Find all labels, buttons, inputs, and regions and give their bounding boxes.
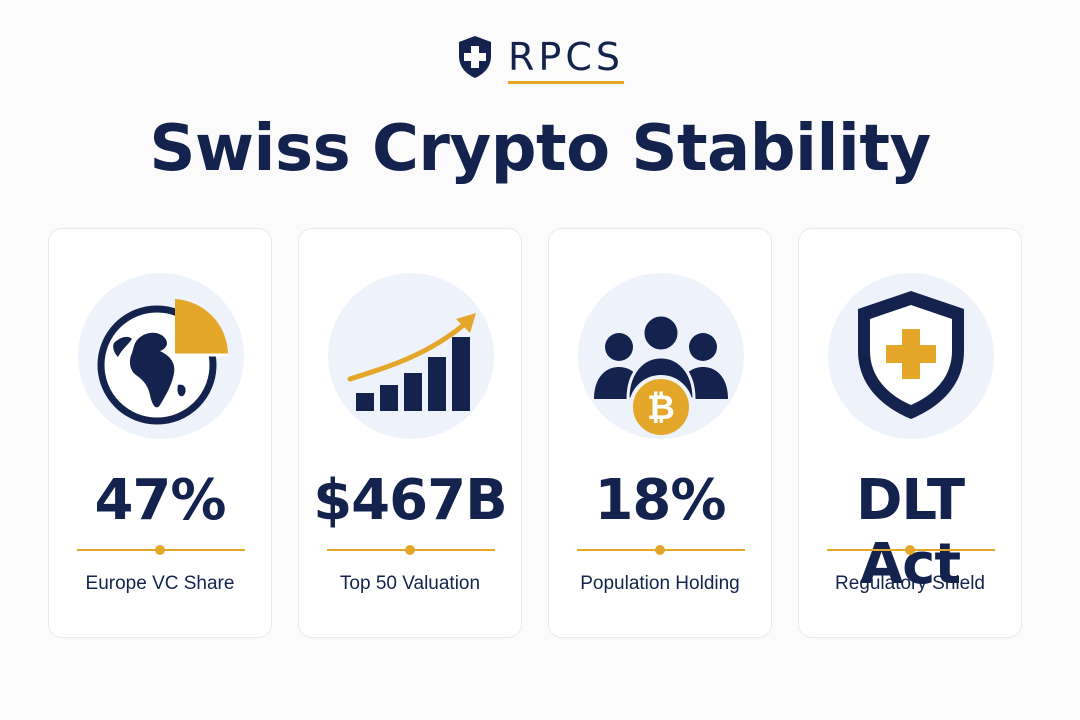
brand-header: RPCS [0,34,1080,84]
divider [77,545,245,555]
shield-cross-icon [459,36,491,78]
stat-card-dlt: DLT Act Regulatory Shield [798,228,1022,638]
icon-circle [828,273,994,439]
stat-card-population: ₿ 18% Population Holding [548,228,772,638]
stat-label: Europe VC Share [85,573,235,594]
stat-card-europe-vc: 47% Europe VC Share [48,228,272,638]
stat-label: Regulatory Shield [835,573,985,594]
icon-circle [328,273,494,439]
icon-circle: ₿ [578,273,744,439]
divider [827,545,995,555]
growth-chart-icon [347,313,476,411]
shield-cross-icon [858,291,964,419]
divider-dot [405,545,415,555]
stat-label: Top 50 Valuation [339,573,481,594]
people-bitcoin-icon: ₿ [594,313,728,439]
icon-circle [78,273,244,439]
globe-pie-icon [97,299,229,425]
brand-underline [508,81,624,84]
divider [577,545,745,555]
stat-value: 18% [594,468,726,533]
stat-value: DLT Act [855,468,965,597]
divider-dot [905,545,915,555]
divider-dot [655,545,665,555]
brand-name: RPCS [508,35,624,79]
stat-value: 47% [94,468,226,533]
divider [327,545,495,555]
stat-label: Population Holding [580,573,740,594]
stat-cards: 47% Europe VC Share $467B Top 50 Valuati… [48,228,1032,638]
stat-card-top50: $467B Top 50 Valuation [298,228,522,638]
page-title: Swiss Crypto Stability [149,112,931,186]
stat-value: $467B [313,468,508,533]
brand-wordmark: RPCS [508,34,624,84]
svg-text:₿: ₿ [647,388,675,428]
divider-dot [155,545,165,555]
